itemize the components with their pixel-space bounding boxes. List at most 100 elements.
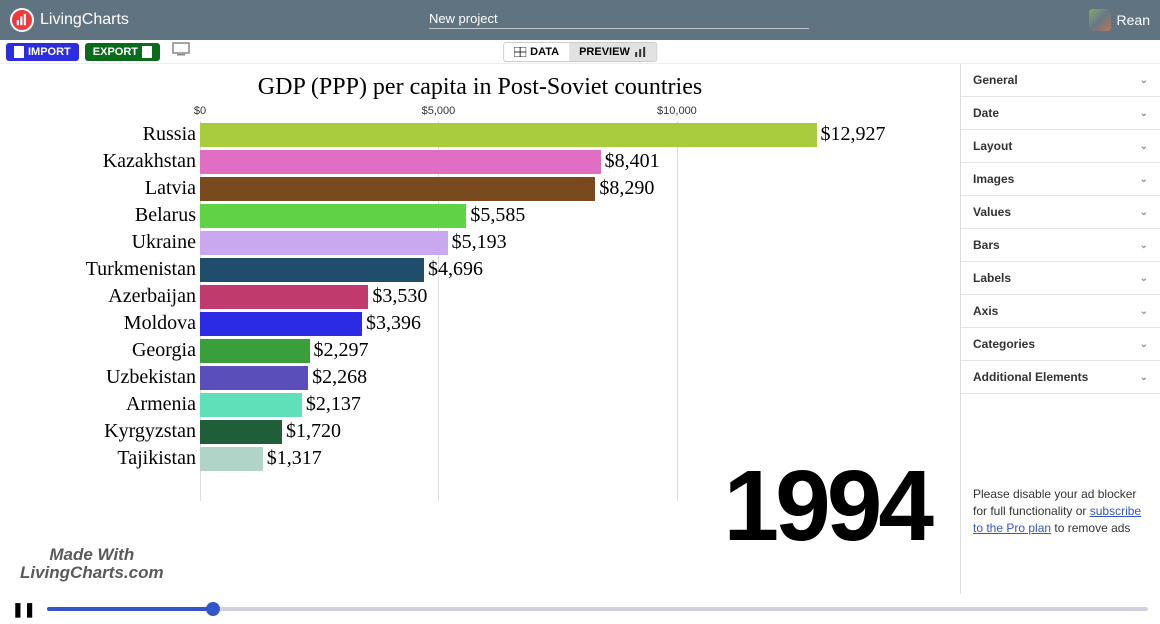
bar-row: Kyrgyzstan$1,720 [200,418,940,445]
sidebar-section-layout[interactable]: Layout⌄ [961,130,1160,163]
bar [200,150,601,174]
bar-row: Belarus$5,585 [200,202,940,229]
chevron-down-icon: ⌄ [1140,207,1148,218]
sidebar-section-labels[interactable]: Labels ⌄ [961,262,1160,295]
pause-button[interactable]: ❚❚ [12,601,35,618]
sidebar-section-label: Bars [973,238,1000,252]
bar-value: $8,401 [605,150,660,173]
bar-value: $1,317 [267,447,322,470]
bar-value: $1,720 [286,420,341,443]
bar [200,258,424,282]
top-bar: LivingCharts New project Rean [0,0,1160,40]
main-area: GDP (PPP) per capita in Post-Soviet coun… [0,64,1160,594]
chevron-down-icon: ⌄ [1140,372,1148,383]
bar-value: $3,530 [372,285,427,308]
bar [200,366,308,390]
bars-container: Russia$12,927Kazakhstan$8,401Latvia$8,29… [200,121,940,501]
bar-value: $12,927 [821,123,886,146]
bar-label: Turkmenistan [26,258,196,281]
sidebar-section-label: Values [973,205,1011,219]
bar-row: Moldova$3,396 [200,310,940,337]
import-button[interactable]: IMPORT [6,43,79,61]
sidebar-section-label: Categories [973,337,1035,351]
bar-label: Moldova [26,312,196,335]
bar-row: Azerbaijan$3,530 [200,283,940,310]
bar [200,312,362,336]
tab-data[interactable]: DATA [504,43,569,61]
tab-preview[interactable]: PREVIEW [569,43,656,61]
chart-area: GDP (PPP) per capita in Post-Soviet coun… [0,64,960,594]
bar-value: $2,268 [312,366,367,389]
bar-label: Uzbekistan [26,366,196,389]
bar-label: Tajikistan [26,447,196,470]
sidebar-section-label: Layout [973,139,1012,153]
sidebar-section-label: Additional Elements [973,370,1088,384]
year-display: 1994 [724,449,930,564]
bar-label: Belarus [26,204,196,227]
bar-value: $5,193 [452,231,507,254]
project-name-input[interactable]: New project [429,11,809,29]
axis-tick: $5,000 [422,105,456,117]
chevron-down-icon: ⌄ [1140,339,1148,350]
bar [200,204,466,228]
username: Rean [1117,12,1150,28]
bar [200,177,595,201]
axis-tick: $10,000 [657,105,697,117]
bar-row: Latvia$8,290 [200,175,940,202]
fullscreen-icon[interactable] [172,42,190,61]
file-import-icon [14,46,24,58]
bar-label: Latvia [26,177,196,200]
sidebar-section-bars[interactable]: Bars⌄ [961,229,1160,262]
timeline-fill [47,607,212,611]
ad-blocker-message: Please disable your ad blocker for full … [961,474,1160,548]
avatar [1089,9,1111,31]
view-tabs: DATA PREVIEW [503,42,657,62]
bar-row: Turkmenistan$4,696 [200,256,940,283]
bar [200,447,263,471]
bar [200,339,310,363]
file-export-icon [142,46,152,58]
bar-row: Armenia$2,137 [200,391,940,418]
sidebar-section-general[interactable]: General⌄ [961,64,1160,97]
bar-value: $2,297 [314,339,369,362]
bar-label: Georgia [26,339,196,362]
bar-value: $3,396 [366,312,421,335]
timeline-thumb[interactable] [206,602,220,616]
chevron-down-icon: ⌄ [1140,306,1148,317]
chevron-down-icon: ⌄ [1140,75,1148,86]
bar-value: $4,696 [428,258,483,281]
bar-label: Kyrgyzstan [26,420,196,443]
sidebar-section-axis[interactable]: Axis ⌄ [961,295,1160,328]
bar-row: Uzbekistan$2,268 [200,364,940,391]
bar [200,393,302,417]
export-button[interactable]: EXPORT [85,43,160,61]
settings-sidebar: General⌄Date⌄Layout⌄Images⌄Values⌄Bars⌄L… [960,64,1160,594]
bar-row: Ukraine$5,193 [200,229,940,256]
app-logo[interactable]: LivingCharts [10,8,129,32]
bar-label: Ukraine [26,231,196,254]
sidebar-section-additional-elements[interactable]: Additional Elements ⌄ [961,361,1160,394]
watermark: Made With LivingCharts.com [20,546,164,582]
bar-label: Russia [26,123,196,146]
sidebar-section-label: Labels [973,271,1011,285]
sidebar-section-categories[interactable]: Categories ⌄ [961,328,1160,361]
x-axis-labels: $0$5,000$10,000 [200,105,940,121]
chart-title: GDP (PPP) per capita in Post-Soviet coun… [20,74,940,101]
bar [200,231,448,255]
chevron-down-icon: ⌄ [1140,174,1148,185]
sidebar-section-label: Axis [973,304,998,318]
bar-value: $2,137 [306,393,361,416]
sidebar-section-label: Date [973,106,999,120]
chevron-down-icon: ⌄ [1140,108,1148,119]
user-menu[interactable]: Rean [1089,9,1150,31]
sidebar-section-images[interactable]: Images⌄ [961,163,1160,196]
sidebar-section-date[interactable]: Date ⌄ [961,97,1160,130]
bar-row: Georgia$2,297 [200,337,940,364]
app-name: LivingCharts [40,11,129,29]
sidebar-section-values[interactable]: Values ⌄ [961,196,1160,229]
bar [200,123,817,147]
bar-label: Armenia [26,393,196,416]
chevron-down-icon: ⌄ [1140,273,1148,284]
timeline-track[interactable] [47,607,1148,611]
barchart-icon [634,47,646,57]
